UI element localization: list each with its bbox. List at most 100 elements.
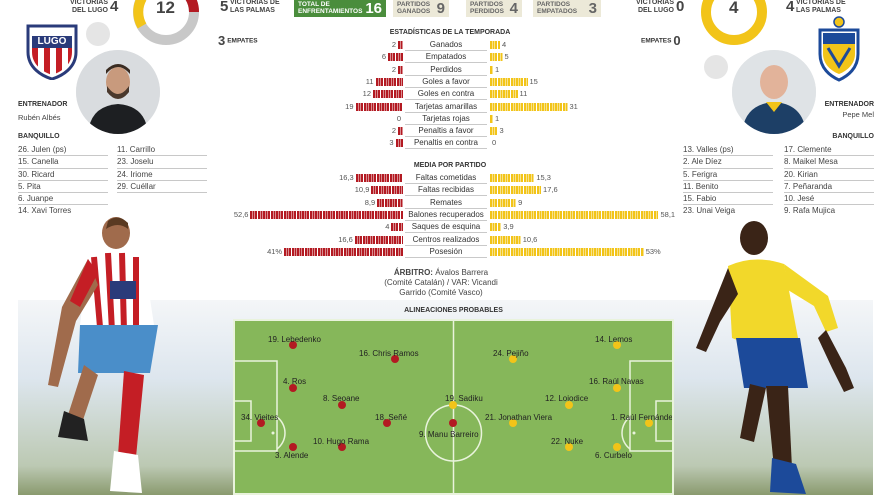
away-coach-photo — [732, 50, 816, 134]
away-bench-label: BANQUILLO — [832, 133, 874, 140]
bench-item: 5. Ferigra — [683, 169, 773, 181]
home-bench-col2: 11. Carrillo 23. Joselu 24. Iriome 29. C… — [117, 144, 207, 194]
home-coach-name: Rubén Albés — [18, 113, 61, 122]
stat-label: Ganados — [405, 39, 487, 51]
away-stat-value: 9 — [518, 197, 523, 207]
home-stat-bar — [377, 198, 403, 207]
player-marker — [383, 419, 391, 427]
bench-item: 7. Peñaranda — [784, 181, 874, 194]
home-stat-bar — [395, 139, 403, 148]
box-perdidos: PARTIDOS PERDIDOS 4 — [466, 0, 522, 17]
bench-item: 15. Fabio — [683, 193, 773, 206]
stat-label: Goles en contra — [405, 88, 487, 101]
away-stat-bar — [490, 127, 498, 136]
stat-label: Penaltis a favor — [405, 125, 487, 138]
stat-label: Faltas recibidas — [405, 184, 487, 197]
coach-silhouette-icon — [732, 50, 816, 134]
box-ganados-value: 9 — [436, 0, 445, 17]
away-empates-label: EMPATES — [641, 37, 672, 45]
bench-item: 5. Pita — [18, 181, 108, 194]
pitch: 19. Lebedenko 16. Chris Ramos 4. Ros 8. Seo… — [233, 319, 674, 495]
total-right-value: 4 — [729, 0, 739, 17]
away-coach-name: Pepe Mel — [842, 110, 874, 119]
player-name: 18. Señé — [375, 413, 408, 422]
stat-row: Penaltis en contra 3 0 — [230, 137, 670, 150]
player-name: 24. Pejiño — [493, 349, 529, 358]
bench-item: 2. Ale Díez — [683, 156, 773, 169]
home-stat-value: 2 — [391, 64, 396, 74]
away-stat-value: 1 — [495, 113, 500, 123]
home-stat-bar — [284, 247, 403, 256]
bench-item: 24. Iriome — [117, 169, 207, 181]
away-stat-value: 11 — [519, 89, 528, 99]
season-stats-title: ESTADÍSTICAS DE LA TEMPORADA — [389, 29, 511, 36]
avg-stats-title: MEDIA POR PARTIDO — [413, 162, 487, 169]
away-stat-value: 15,3 — [536, 173, 551, 182]
referee-text: Ávalos Barrera (Comité Catalán) / VAR: V… — [384, 268, 498, 297]
player-marker — [509, 355, 517, 363]
pitch-lines-icon — [235, 321, 672, 493]
stat-label: Penaltis en contra — [405, 137, 487, 150]
player-name: 9. Manu Barreiro — [419, 430, 479, 439]
stat-label: Balones recuperados — [405, 209, 487, 221]
stat-row: Tarjetas rojas 0 1 — [230, 113, 670, 125]
home-bench-col1: 26. Julen (ps) 15. Canella 30. Ricard 5.… — [18, 144, 108, 218]
away-stat-bar — [490, 186, 542, 195]
home-empates-value: 3 — [218, 33, 226, 48]
away-stat-value: 5 — [504, 52, 509, 62]
away-stat-value: 1 — [495, 64, 500, 74]
player-marker — [613, 443, 621, 451]
player-marker — [565, 401, 573, 409]
stat-row: Faltas recibidas 10,9 17,6 — [230, 184, 670, 197]
away-bench-col1: 13. Valles (ps) 2. Ale Díez 5. Ferigra 1… — [683, 144, 773, 218]
referee-info: ÁRBITRO: Ávalos Barrera (Comité Catalán)… — [382, 268, 500, 298]
player-marker — [449, 419, 457, 427]
away-stat-bar — [490, 65, 493, 74]
stat-row: Tarjetas amarillas 19 31 — [230, 101, 670, 113]
box-total-label: TOTAL DE ENFRENTAMIENTOS — [298, 1, 363, 15]
box-perdidos-value: 4 — [509, 0, 518, 17]
home-stat-value: 16,3 — [339, 173, 354, 182]
player-name: 8. Seoane — [323, 394, 360, 403]
victorias-laspalmas-left-value: 5 — [220, 0, 229, 15]
deco-circle-right — [704, 55, 728, 79]
player-name: 10. Hugo Rama — [313, 437, 370, 446]
home-stat-bar — [371, 186, 403, 195]
bench-item: 29. Cuéllar — [117, 181, 207, 194]
box-empatados-label: PARTIDOS EMPATADOS — [537, 1, 578, 15]
player-name: 3. Alende — [275, 451, 309, 460]
home-coach-label: ENTRENADOR — [18, 101, 68, 108]
stat-row: Perdidos 2 1 — [230, 64, 670, 76]
bench-item: 13. Valles (ps) — [683, 144, 773, 157]
away-crest — [814, 14, 864, 82]
home-stat-bar — [391, 223, 403, 232]
victorias-lugo-left-value: 4 — [110, 0, 119, 15]
player-name: 19. Lebedenko — [268, 335, 321, 344]
player-name: 16. Raúl Navas — [589, 377, 644, 386]
stat-row: Penaltis a favor 2 3 — [230, 125, 670, 138]
player-name: 4. Ros — [283, 377, 307, 386]
box-empatados: PARTIDOS EMPATADOS 3 — [533, 0, 601, 17]
victorias-laspalmas-right-value: 4 — [786, 0, 795, 15]
home-coach-photo — [76, 50, 160, 134]
stat-label: Perdidos — [405, 64, 487, 76]
player-marker — [289, 384, 297, 392]
home-stat-value: 6 — [381, 52, 386, 62]
total-left-value: 12 — [156, 0, 175, 17]
stat-label: Centros realizados — [405, 234, 487, 246]
player-name: 22. Nuke — [551, 437, 584, 446]
home-stat-value: 19 — [345, 101, 354, 111]
home-stat-value: 8,9 — [364, 197, 376, 207]
player-marker — [613, 341, 621, 349]
player-name: 12. Loiodice — [545, 394, 589, 403]
box-ganados-label: PARTIDOS GANADOS — [397, 1, 431, 15]
stat-label: Goles a favor — [405, 76, 487, 88]
home-crest: LUGO — [24, 22, 80, 81]
player-marker — [509, 419, 517, 427]
bench-item: 23. Unai Veiga — [683, 206, 736, 216]
home-stat-bar — [355, 174, 403, 182]
player-marker — [257, 419, 265, 427]
away-stat-value: 58,1 — [660, 209, 676, 219]
stat-row: Saques de esquina 4 3,9 — [230, 221, 670, 234]
bench-item: 11. Carrillo — [117, 144, 207, 157]
